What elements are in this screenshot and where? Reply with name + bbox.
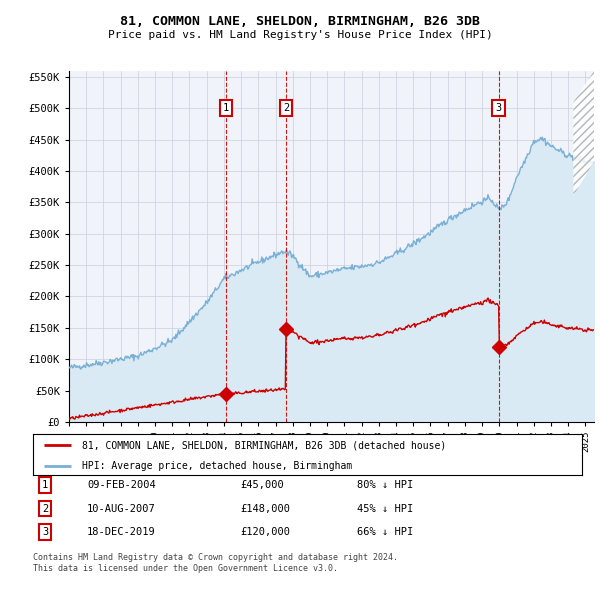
Text: £148,000: £148,000 [240,504,290,513]
Text: 81, COMMON LANE, SHELDON, BIRMINGHAM, B26 3DB (detached house): 81, COMMON LANE, SHELDON, BIRMINGHAM, B2… [82,440,446,450]
Text: 3: 3 [496,103,502,113]
Text: 1: 1 [42,480,48,490]
Text: 45% ↓ HPI: 45% ↓ HPI [357,504,413,513]
Text: 80% ↓ HPI: 80% ↓ HPI [357,480,413,490]
Text: 66% ↓ HPI: 66% ↓ HPI [357,527,413,537]
Text: Price paid vs. HM Land Registry's House Price Index (HPI): Price paid vs. HM Land Registry's House … [107,30,493,40]
Polygon shape [574,71,594,196]
Text: 2: 2 [42,504,48,513]
Text: £120,000: £120,000 [240,527,290,537]
Text: 3: 3 [42,527,48,537]
Text: This data is licensed under the Open Government Licence v3.0.: This data is licensed under the Open Gov… [33,565,338,573]
Text: £45,000: £45,000 [240,480,284,490]
Text: 10-AUG-2007: 10-AUG-2007 [87,504,156,513]
Text: 18-DEC-2019: 18-DEC-2019 [87,527,156,537]
Text: 1: 1 [223,103,229,113]
Text: 2: 2 [283,103,289,113]
Text: 81, COMMON LANE, SHELDON, BIRMINGHAM, B26 3DB: 81, COMMON LANE, SHELDON, BIRMINGHAM, B2… [120,15,480,28]
Text: 09-FEB-2004: 09-FEB-2004 [87,480,156,490]
Text: HPI: Average price, detached house, Birmingham: HPI: Average price, detached house, Birm… [82,461,353,471]
Text: Contains HM Land Registry data © Crown copyright and database right 2024.: Contains HM Land Registry data © Crown c… [33,553,398,562]
